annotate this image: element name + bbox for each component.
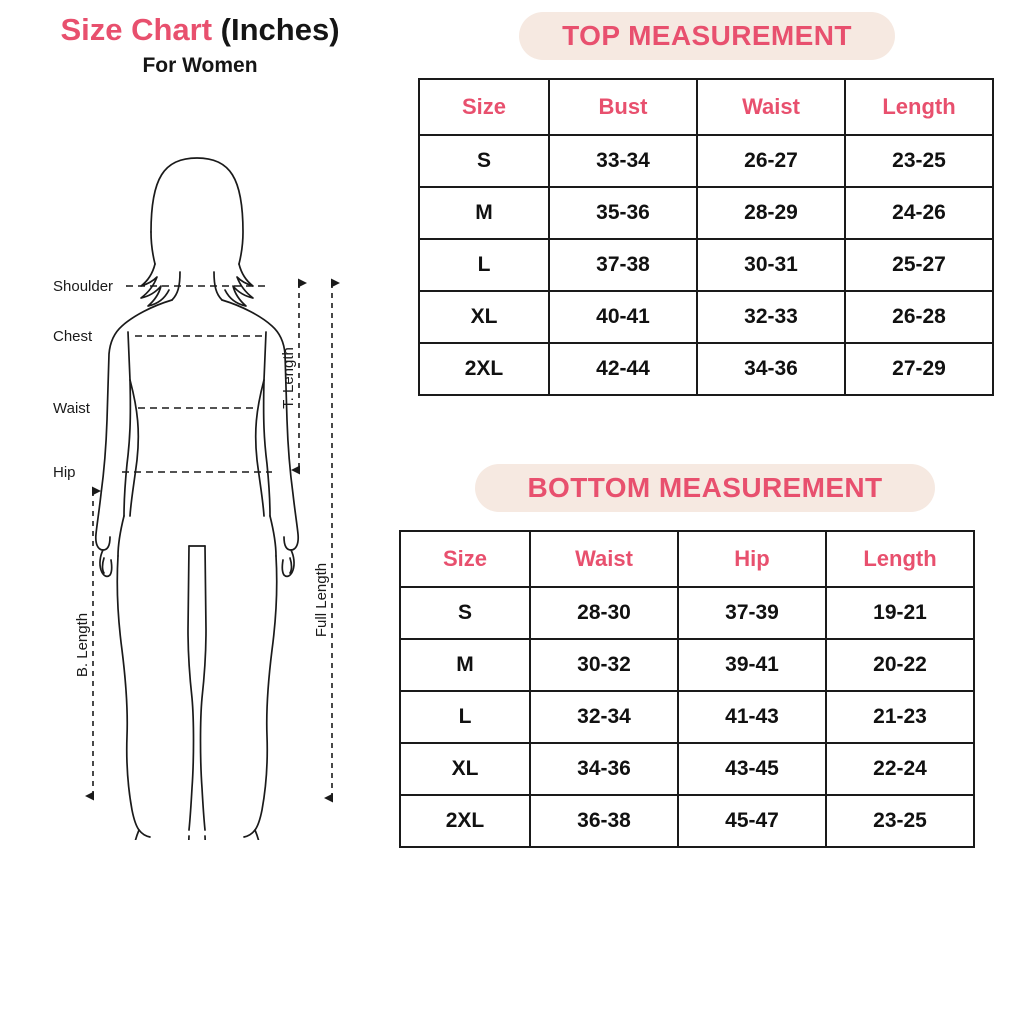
cell-length: 21-23 <box>825 690 975 744</box>
top-measurement-heading-text: TOP MEASUREMENT <box>562 20 852 51</box>
cell-hip: 45-47 <box>677 794 827 848</box>
top-measurement-table: Size Bust Waist Length S 33-34 26-27 23-… <box>418 78 994 396</box>
column-header-length: Length <box>825 530 975 588</box>
cell-hip: 41-43 <box>677 690 827 744</box>
page-title-highlight: Size Chart <box>60 12 213 47</box>
cell-length: 19-21 <box>825 586 975 640</box>
table-row: 2XL 36-38 45-47 23-25 <box>399 794 975 848</box>
table-row: 2XL 42-44 34-36 27-29 <box>418 342 994 396</box>
label-t-length: T. Length <box>280 347 297 409</box>
cell-bust: 42-44 <box>548 342 698 396</box>
column-header-bust: Bust <box>548 78 698 136</box>
table-row: S 33-34 26-27 23-25 <box>418 134 994 188</box>
body-diagram: Shoulder Chest Waist Hip T. Length Full … <box>0 120 400 840</box>
page-subtitle: For Women <box>142 53 258 77</box>
cell-length: 22-24 <box>825 742 975 796</box>
bottom-measurement-table: Size Waist Hip Length S 28-30 37-39 19-2… <box>399 530 975 848</box>
page-title-block: Size Chart (Inches) For Women <box>0 12 400 78</box>
cell-size: S <box>418 134 550 188</box>
cell-hip: 39-41 <box>677 638 827 692</box>
cell-waist: 32-34 <box>529 690 679 744</box>
cell-bust: 35-36 <box>548 186 698 240</box>
cell-size: M <box>418 186 550 240</box>
cell-waist: 26-27 <box>696 134 846 188</box>
vertical-measure-arrows <box>85 278 340 803</box>
horizontal-labels: Shoulder Chest Waist Hip <box>53 278 113 481</box>
column-header-size: Size <box>399 530 531 588</box>
table-row: M 35-36 28-29 24-26 <box>418 186 994 240</box>
cell-waist: 34-36 <box>696 342 846 396</box>
vertical-labels: T. Length Full Length B. Length <box>74 347 330 677</box>
measurement-dashed-lines <box>122 285 272 473</box>
cell-hip: 43-45 <box>677 742 827 796</box>
body-outline <box>94 157 300 840</box>
table-row: L 37-38 30-31 25-27 <box>418 238 994 292</box>
cell-waist: 30-32 <box>529 638 679 692</box>
cell-size: L <box>418 238 550 292</box>
cell-length: 24-26 <box>844 186 994 240</box>
cell-size: XL <box>399 742 531 796</box>
cell-bust: 37-38 <box>548 238 698 292</box>
cell-length: 23-25 <box>825 794 975 848</box>
body-figure-svg: Shoulder Chest Waist Hip T. Length Full … <box>53 157 340 840</box>
bottom-measurement-heading-text: BOTTOM MEASUREMENT <box>527 472 883 503</box>
cell-length: 23-25 <box>844 134 994 188</box>
cell-length: 20-22 <box>825 638 975 692</box>
cell-waist: 28-29 <box>696 186 846 240</box>
cell-waist: 36-38 <box>529 794 679 848</box>
label-chest: Chest <box>53 328 93 345</box>
column-header-length: Length <box>844 78 994 136</box>
table-row: M 30-32 39-41 20-22 <box>399 638 975 692</box>
top-measurement-heading: TOP MEASUREMENT <box>519 12 895 60</box>
column-header-hip: Hip <box>677 530 827 588</box>
cell-waist: 30-31 <box>696 238 846 292</box>
cell-size: 2XL <box>399 794 531 848</box>
cell-hip: 37-39 <box>677 586 827 640</box>
table-header-row: Size Bust Waist Length <box>418 78 994 136</box>
cell-size: XL <box>418 290 550 344</box>
cell-size: 2XL <box>418 342 550 396</box>
cell-size: L <box>399 690 531 744</box>
cell-waist: 28-30 <box>529 586 679 640</box>
table-row: L 32-34 41-43 21-23 <box>399 690 975 744</box>
label-hip: Hip <box>53 464 76 481</box>
table-row: XL 40-41 32-33 26-28 <box>418 290 994 344</box>
cell-waist: 32-33 <box>696 290 846 344</box>
cell-bust: 33-34 <box>548 134 698 188</box>
label-b-length: B. Length <box>74 613 91 677</box>
cell-size: S <box>399 586 531 640</box>
table-row: S 28-30 37-39 19-21 <box>399 586 975 640</box>
label-waist: Waist <box>53 400 91 417</box>
column-header-size: Size <box>418 78 550 136</box>
column-header-waist: Waist <box>529 530 679 588</box>
bottom-measurement-heading: BOTTOM MEASUREMENT <box>475 464 935 512</box>
cell-size: M <box>399 638 531 692</box>
cell-length: 25-27 <box>844 238 994 292</box>
column-header-waist: Waist <box>696 78 846 136</box>
cell-bust: 40-41 <box>548 290 698 344</box>
page-title: Size Chart (Inches) <box>0 12 400 48</box>
cell-waist: 34-36 <box>529 742 679 796</box>
label-full-length: Full Length <box>313 563 330 637</box>
label-shoulder: Shoulder <box>53 278 113 295</box>
page-title-rest: (Inches) <box>212 12 340 47</box>
table-header-row: Size Waist Hip Length <box>399 530 975 588</box>
table-row: XL 34-36 43-45 22-24 <box>399 742 975 796</box>
cell-length: 26-28 <box>844 290 994 344</box>
cell-length: 27-29 <box>844 342 994 396</box>
